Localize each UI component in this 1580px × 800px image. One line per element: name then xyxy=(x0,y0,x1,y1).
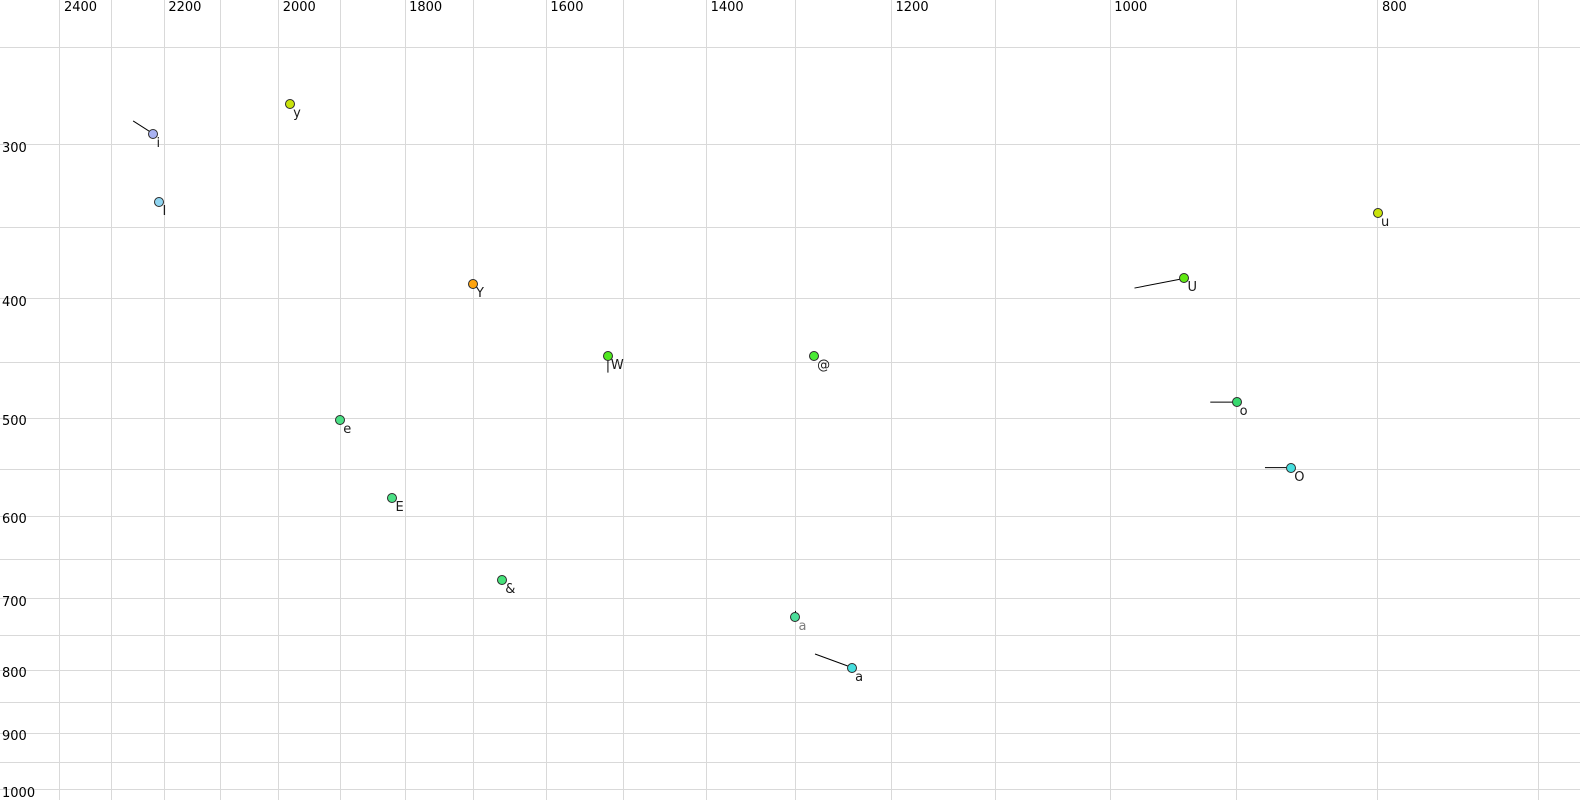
y-tick-label-400: 400 xyxy=(2,294,27,310)
y-tick-label-900: 900 xyxy=(2,729,27,745)
horizontal-gridline-900 xyxy=(0,732,1580,734)
vowel-label-U-12: U xyxy=(1187,280,1197,296)
horizontal-gridline-250 xyxy=(0,46,1580,48)
vertical-gridline-1600 xyxy=(545,0,547,800)
vowel-point-W-7[interactable] xyxy=(602,351,613,362)
horizontal-gridline-800 xyxy=(0,669,1580,671)
vowel-label-i-0: i xyxy=(156,135,161,151)
horizontal-gridline-400 xyxy=(0,298,1580,300)
vowel-label-u-11: u xyxy=(1380,215,1390,231)
y-tick-label-600: 600 xyxy=(2,512,27,528)
vowel-label-W-7: W xyxy=(610,358,624,374)
vertical-gridline-1000 xyxy=(1109,0,1111,800)
x-tick-label-1600: 1600 xyxy=(550,0,584,15)
x-tick-label-1400: 1400 xyxy=(710,0,744,15)
vertical-gridline-700 xyxy=(1537,0,1539,800)
vowel-label-o-13: o xyxy=(1239,404,1248,420)
vowel-label-e-4: e xyxy=(343,421,352,437)
horizontal-gridline-450 xyxy=(0,361,1580,363)
x-tick-label-2200: 2200 xyxy=(168,0,202,15)
vertical-gridline-1300 xyxy=(794,0,796,800)
y-tick-label-500: 500 xyxy=(2,414,27,430)
vertical-gridline-2100 xyxy=(219,0,221,800)
horizontal-gridline-550 xyxy=(0,469,1580,471)
vowel-point-y-2[interactable] xyxy=(285,98,296,109)
horizontal-gridline-750 xyxy=(0,635,1580,637)
vertical-gridline-2000 xyxy=(278,0,280,800)
vertical-gridline-2300 xyxy=(110,0,112,800)
vowel-point-e-4[interactable] xyxy=(335,414,346,425)
vertical-gridline-1400 xyxy=(706,0,708,800)
vowel-label-a-10: a xyxy=(855,669,864,685)
x-tick-label-2400: 2400 xyxy=(63,0,98,15)
x-tick-label-1200: 1200 xyxy=(895,0,929,15)
y-tick-label-700: 700 xyxy=(2,594,27,610)
vowel-label-O-14: O xyxy=(1294,469,1305,485)
vowel-point-@-8[interactable] xyxy=(809,351,820,362)
vowel-point-i-0[interactable] xyxy=(148,128,159,139)
vertical-gridline-2400 xyxy=(59,0,61,800)
x-tick-label-1000: 1000 xyxy=(1114,0,1148,15)
vowel-point-Y-3[interactable] xyxy=(467,278,478,289)
vertical-gridline-1800 xyxy=(404,0,406,800)
horizontal-gridline-300 xyxy=(0,144,1580,146)
vertical-gridline-2200 xyxy=(163,0,165,800)
y-tick-label-800: 800 xyxy=(2,666,27,682)
vertical-gridline-1900 xyxy=(339,0,341,800)
x-tick-label-800: 800 xyxy=(1381,0,1407,15)
vertical-gridline-1700 xyxy=(473,0,475,800)
vertical-gridline-1100 xyxy=(995,0,997,800)
x-tick-label-2000: 2000 xyxy=(282,0,316,15)
vowel-label-E-5: E xyxy=(395,500,404,515)
horizontal-gridline-950 xyxy=(0,761,1580,763)
horizontal-gridline-600 xyxy=(0,515,1580,517)
vertical-gridline-1200 xyxy=(891,0,893,800)
y-tick-label-1000: 1000 xyxy=(2,785,36,800)
vowel-tail-U-12 xyxy=(1134,277,1185,289)
x-tick-label-1800: 1800 xyxy=(409,0,443,15)
vowel-point-&-6[interactable] xyxy=(497,575,508,586)
vowel-point-u-11[interactable] xyxy=(1372,208,1383,219)
vowel-label-a-9: a xyxy=(798,618,807,634)
vowel-point-o-13[interactable] xyxy=(1231,397,1242,408)
horizontal-gridline-850 xyxy=(0,702,1580,704)
horizontal-gridline-650 xyxy=(0,558,1580,560)
vowel-label-Y-3: Y xyxy=(475,285,484,301)
horizontal-gridline-350 xyxy=(0,226,1580,228)
vowel-point-a-10[interactable] xyxy=(847,662,858,673)
vowel-label-I-1: I xyxy=(162,204,167,220)
vowel-label-@-8: @ xyxy=(817,358,831,374)
vowel-label-y-2: y xyxy=(293,105,301,121)
vowel-point-E-5[interactable] xyxy=(387,493,398,503)
horizontal-gridline-500 xyxy=(0,417,1580,419)
y-tick-label-300: 300 xyxy=(2,140,27,156)
vowel-point-a-9[interactable] xyxy=(790,611,801,622)
vowel-point-I-1[interactable] xyxy=(154,197,165,208)
horizontal-gridline-1000 xyxy=(0,789,1580,791)
vertical-gridline-800 xyxy=(1377,0,1379,800)
vowel-point-O-14[interactable] xyxy=(1286,462,1297,473)
vowel-point-U-12[interactable] xyxy=(1179,273,1190,284)
horizontal-gridline-700 xyxy=(0,598,1580,600)
vertical-gridline-1500 xyxy=(623,0,625,800)
vowel-label-&-6: & xyxy=(505,582,516,598)
